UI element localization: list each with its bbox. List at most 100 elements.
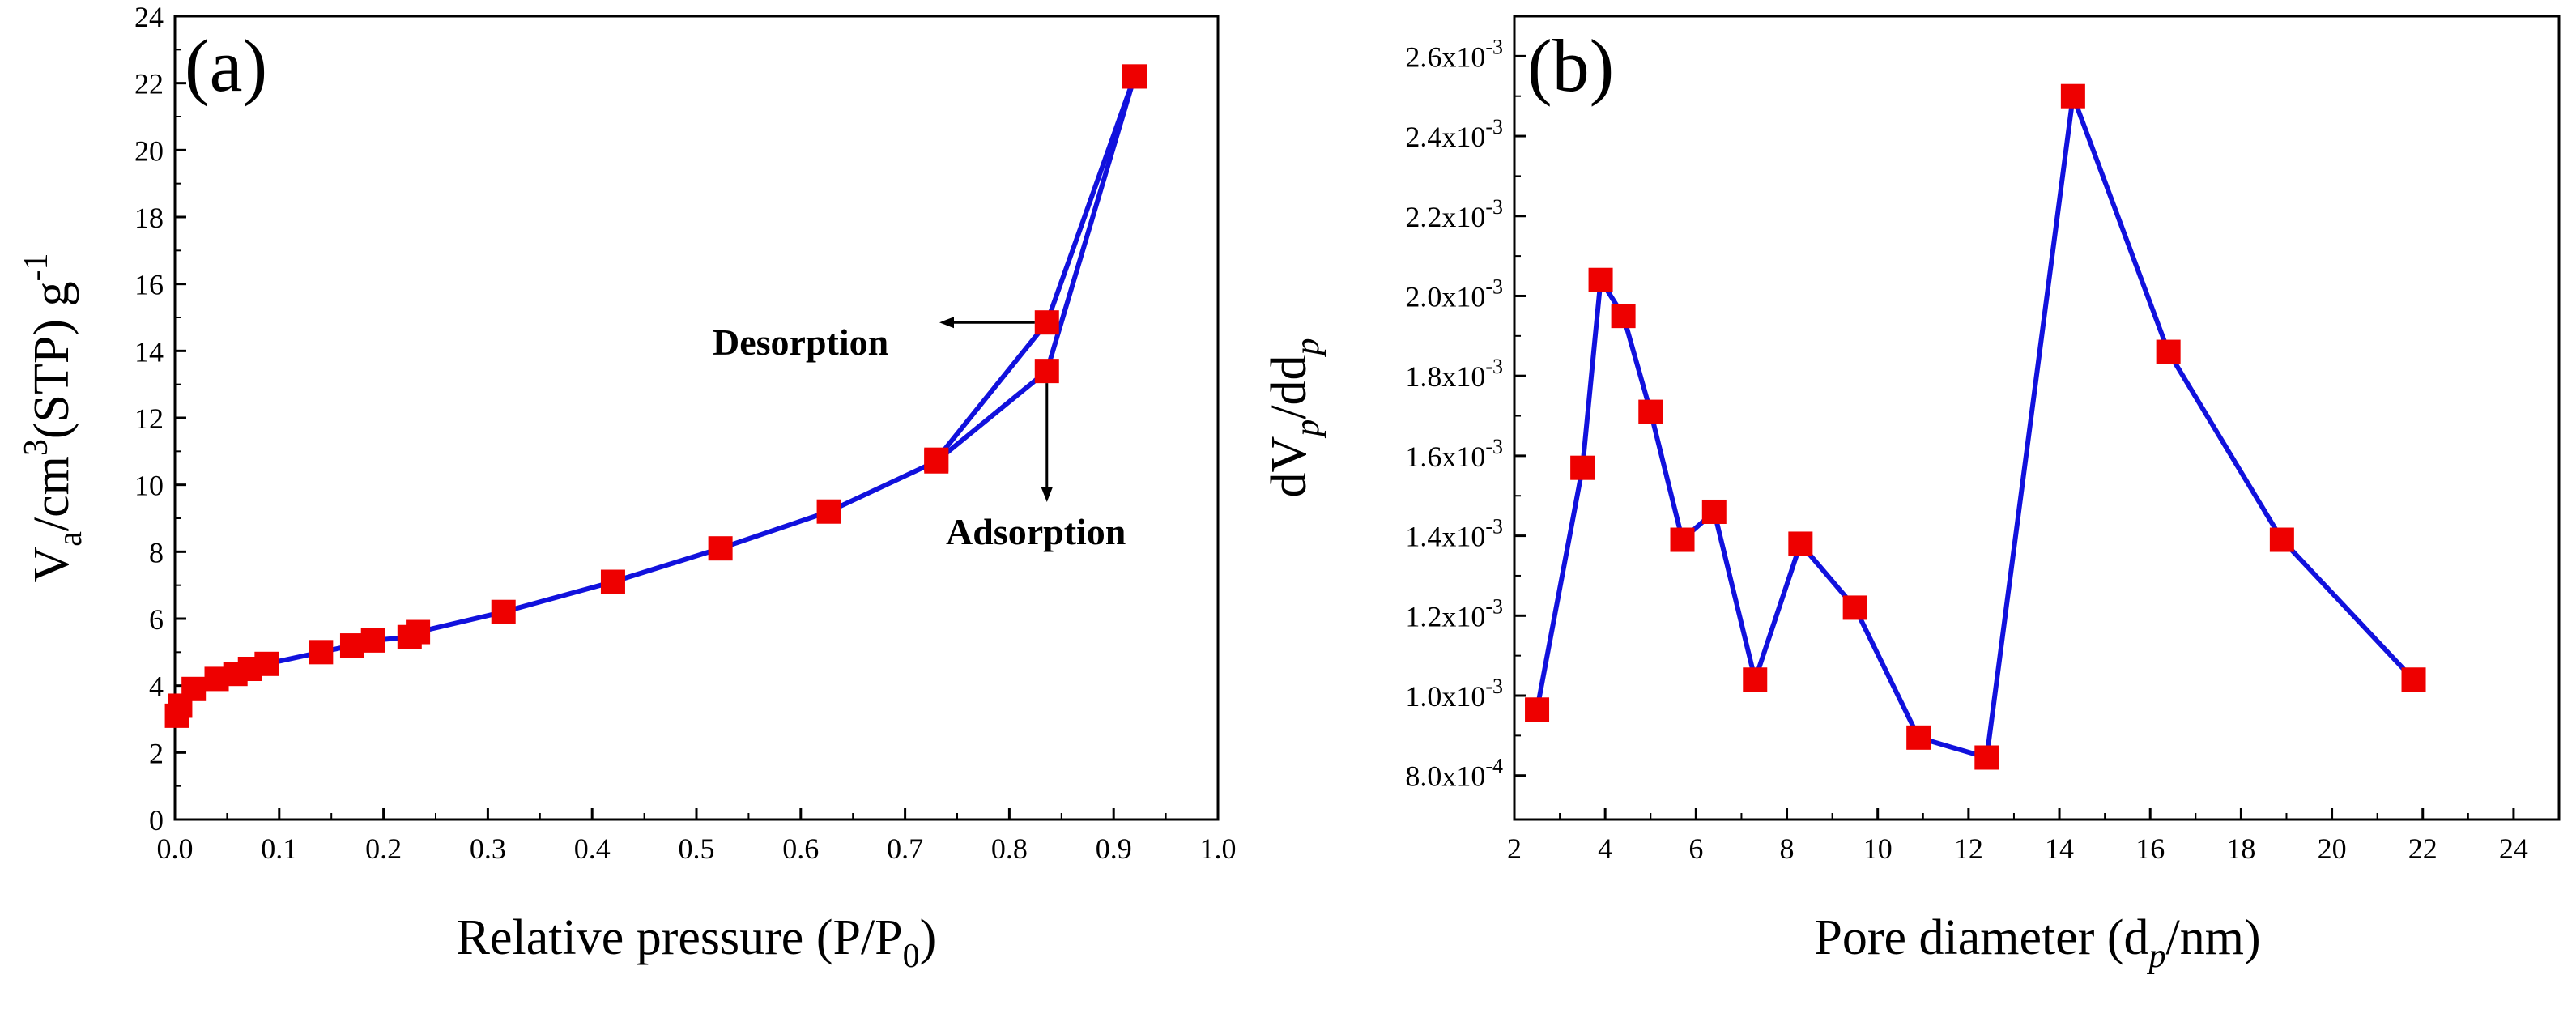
y-tick-label: 6 [149,603,164,636]
x-tick-label: 0.8 [991,832,1028,865]
x-tick-label: 0.5 [679,832,715,865]
data-point-pore-size-distribution [1588,267,1613,292]
series-line-desorption [934,75,1137,462]
x-tick-label: 8 [1780,832,1795,865]
x-tick-label: 10 [1863,832,1893,865]
y-tick-label: 2.0x10-3 [1405,275,1503,313]
x-tick-label: 6 [1688,832,1703,865]
panel-a-label: (a) [185,24,267,107]
data-point-adsorption [708,536,733,561]
data-point-adsorption [491,599,516,624]
series-line-adsorption [174,75,1137,717]
data-point-pore-size-distribution [2060,83,2085,109]
y-tick-label: 1.0x10-3 [1405,675,1503,713]
panel-b-plot-frame [1513,15,2561,821]
data-point-pore-size-distribution [1638,399,1663,424]
y-tick-label: 18 [134,202,164,234]
panel-a-series [164,64,1147,728]
y-tick-label: 1.4x10-3 [1405,515,1503,553]
panel-a-x-axis-title: Relative pressure (P/P0) [457,910,937,975]
data-point-adsorption [600,569,625,594]
y-tick-label: 24 [134,1,164,33]
x-tick-label: 0.0 [157,832,194,865]
x-tick-label: 0.6 [782,832,819,865]
x-tick-label: 1.0 [1200,832,1237,865]
data-point-pore-size-distribution [2401,667,2426,692]
data-point-adsorption [1034,359,1059,384]
x-tick-label: 0.1 [261,832,297,865]
panel-b-y-ticks: 8.0x10-4 1.0x10-3 1.2x10-3 1.4x10-3 1.6x10-3… [1405,35,1526,793]
panel-a-x-ticks: 0.0 0.1 0.2 0.3 0.4 0.5 0.6 0.7 0.8 0.9 1.0 [157,808,1237,865]
x-tick-label: 24 [2499,832,2528,865]
panel-b-label: (b) [1527,24,1614,107]
y-tick-label: 4 [149,671,164,703]
data-point-pore-size-distribution [1743,667,1768,692]
x-tick-label: 0.2 [365,832,402,865]
y-tick-label: 1.6x10-3 [1405,435,1503,473]
y-tick-label: 0 [149,804,164,837]
panel-a-y-axis-title: Va/cm3(STP) g-1 [18,253,89,582]
annotation-desorption-label: Desorption [713,321,888,363]
data-point-desorption [924,447,949,472]
data-point-desorption [1034,310,1059,335]
x-tick-label: 22 [2408,832,2438,865]
y-tick-label: 1.8x10-3 [1405,355,1503,393]
x-tick-label: 12 [1954,832,1983,865]
y-tick-label: 2.2x10-3 [1405,195,1503,233]
panel-a-plot-frame [173,15,1220,821]
x-tick-label: 18 [2226,832,2255,865]
x-tick-label: 20 [2318,832,2347,865]
annotation-adsorption-arrowhead [1041,487,1053,502]
y-tick-label: 10 [134,470,164,502]
data-point-pore-size-distribution [1788,531,1813,556]
x-tick-label: 4 [1598,832,1612,865]
panel-b-x-ticks: 2 4 6 8 10 12 14 16 18 20 22 24 [1507,808,2528,865]
y-tick-label: 20 [134,134,164,167]
series-line-pore-size-distribution [1535,93,2416,760]
data-point-pore-size-distribution [1570,455,1595,480]
data-point-pore-size-distribution [2269,527,2294,552]
data-point-adsorption [339,633,364,658]
x-tick-label: 2 [1507,832,1522,865]
x-tick-label: 0.4 [574,832,611,865]
data-point-pore-size-distribution [1906,725,1931,750]
x-tick-label: 16 [2135,832,2165,865]
annotation-desorption: Desorption [713,317,1035,363]
data-point-adsorption [254,651,279,676]
y-tick-label: 2.4x10-3 [1405,115,1503,153]
data-point-desorption [1122,64,1147,89]
x-tick-label: 0.9 [1096,832,1132,865]
data-point-pore-size-distribution [2156,339,2181,364]
data-point-pore-size-distribution [1670,527,1695,552]
data-point-pore-size-distribution [1974,745,1999,770]
panel-b: 2 4 6 8 10 12 14 16 18 20 22 24 8.0x10-41.0x10-31.2… [1262,15,2561,975]
y-tick-label: 8 [149,536,164,568]
x-tick-label: 0.3 [470,832,506,865]
data-point-pore-size-distribution [1842,595,1867,620]
panel-b-y-axis-title: dVp/ddp [1262,338,1326,497]
y-tick-label: 16 [134,269,164,301]
x-tick-label: 14 [2045,832,2074,865]
data-point-adsorption [360,628,385,653]
data-point-adsorption [309,640,334,665]
y-tick-label: 8.0x10-4 [1405,755,1503,793]
data-point-pore-size-distribution [1701,499,1727,524]
data-point-adsorption [181,676,207,701]
data-point-pore-size-distribution [1525,697,1550,722]
data-point-adsorption [816,499,841,524]
data-point-adsorption [406,619,431,645]
annotation-desorption-arrowhead [939,317,954,329]
y-tick-label: 2 [149,737,164,769]
y-tick-label: 2.6x10-3 [1405,35,1503,73]
panel-b-x-axis-title: Pore diameter (dp/nm) [1814,910,2260,975]
y-tick-label: 14 [134,335,164,368]
annotation-adsorption-label: Adsorption [946,511,1126,552]
x-tick-label: 0.7 [887,832,923,865]
panel-a: 0.0 0.1 0.2 0.3 0.4 0.5 0.6 0.7 0.8 0.9 1.0 024681… [18,1,1237,975]
y-tick-label: 22 [134,68,164,100]
y-tick-label: 12 [134,402,164,435]
annotation-adsorption: Adsorption [946,383,1126,552]
data-point-pore-size-distribution [1611,304,1636,329]
